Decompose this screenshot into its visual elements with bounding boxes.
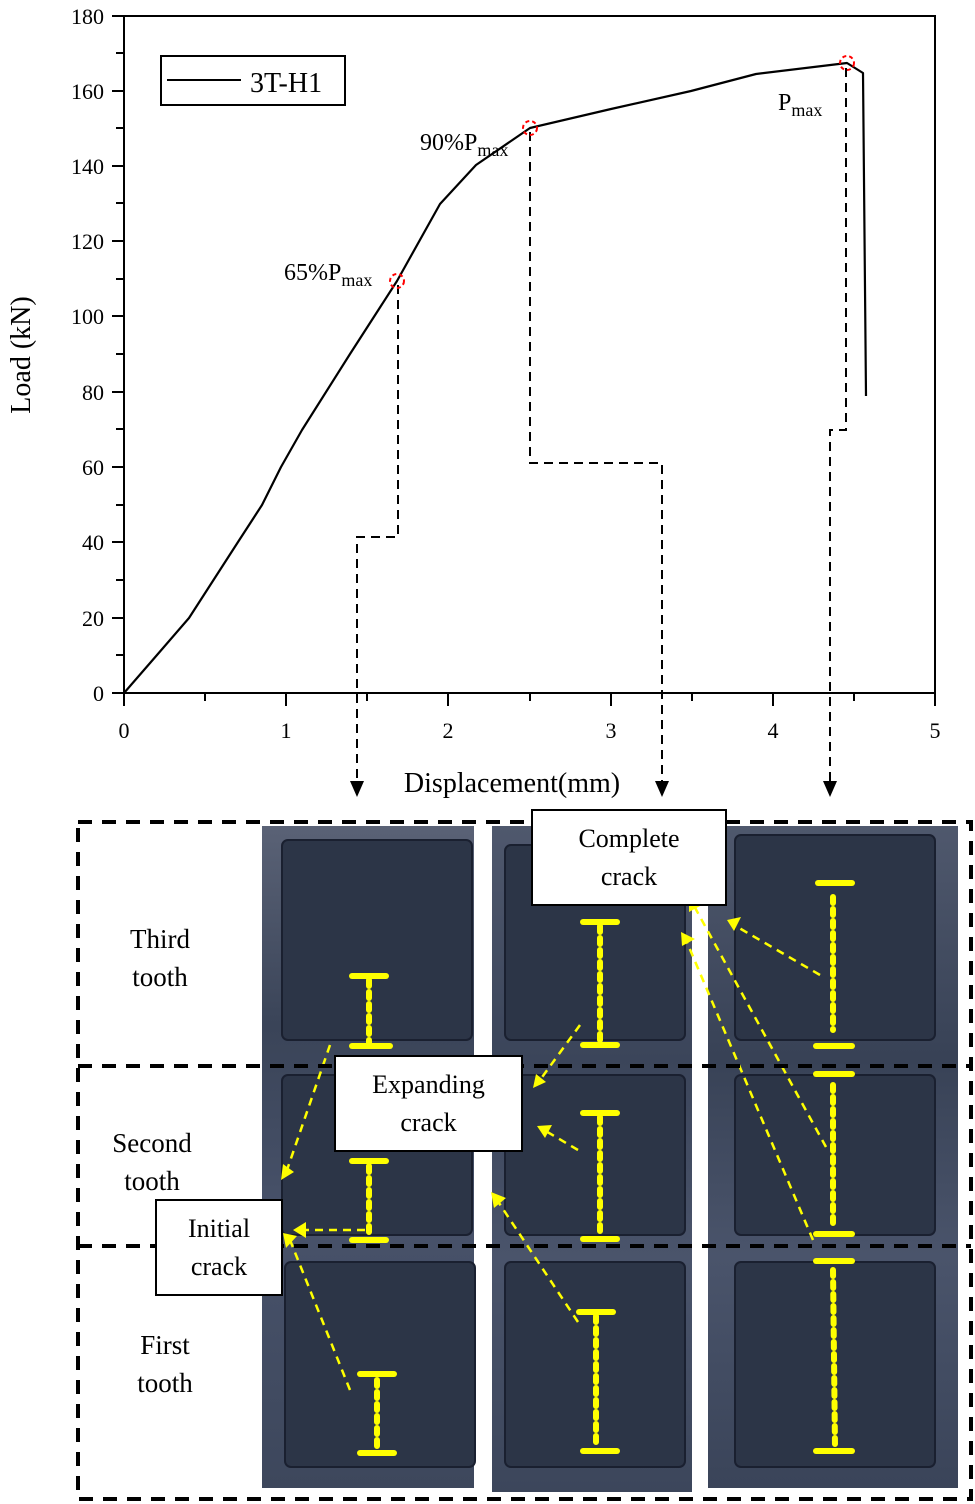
svg-text:160: 160 — [71, 79, 104, 104]
x-tick-labels: 0 1 2 3 4 5 — [119, 718, 941, 743]
leader-lines — [356, 68, 847, 782]
svg-text:100: 100 — [71, 304, 104, 329]
svg-text:4: 4 — [768, 718, 779, 743]
svg-text:120: 120 — [71, 229, 104, 254]
photo-stage-complete — [708, 826, 958, 1488]
arrow-down-icon — [823, 781, 837, 797]
svg-text:60: 60 — [82, 455, 104, 480]
marker-pmax — [839, 55, 855, 71]
svg-text:0: 0 — [119, 718, 130, 743]
callout-complete-crack: Complete crack — [531, 809, 727, 906]
leader-pmax — [829, 68, 847, 782]
y-axis-ticks — [112, 15, 124, 694]
row-label-first-tooth: First tooth — [137, 1330, 193, 1398]
svg-text:5: 5 — [930, 718, 941, 743]
arrow-down-icon — [655, 781, 669, 797]
row-label-second-tooth: Second tooth — [112, 1128, 192, 1196]
photo-stage-expanding — [492, 826, 692, 1492]
legend-label: 3T-H1 — [250, 68, 322, 99]
svg-text:180: 180 — [71, 4, 104, 29]
callout-initial-crack: Initial crack — [155, 1199, 283, 1296]
callout-expanding-crack: Expanding crack — [334, 1055, 523, 1152]
x-axis-ticks — [123, 693, 936, 706]
annotation-90pct: 90%Pmax — [420, 130, 508, 160]
annotation-65pct: 65%Pmax — [284, 260, 372, 290]
marker-90pct — [522, 120, 538, 136]
legend: 3T-H1 — [160, 55, 346, 106]
x-axis-title: Displacement(mm) — [404, 768, 620, 799]
curve-3T-H1 — [123, 61, 868, 694]
svg-text:80: 80 — [82, 380, 104, 405]
svg-text:1: 1 — [281, 718, 292, 743]
svg-text:20: 20 — [82, 606, 104, 631]
annotation-pmax: Pmax — [778, 90, 822, 120]
svg-text:2: 2 — [443, 718, 454, 743]
leader-65pct — [356, 285, 399, 782]
svg-text:0: 0 — [93, 681, 104, 706]
svg-text:40: 40 — [82, 530, 104, 555]
row-label-third-tooth: Third tooth — [130, 924, 190, 992]
arrow-down-icon — [350, 781, 364, 797]
svg-text:140: 140 — [71, 154, 104, 179]
y-axis-title: Load (kN) — [6, 296, 37, 413]
marker-65pct — [389, 273, 405, 289]
key-point-markers — [389, 55, 855, 289]
load-displacement-chart: 0 20 40 60 80 100 120 140 160 180 0 1 2 … — [6, 4, 941, 799]
leader-arrowheads — [350, 781, 837, 797]
leader-90pct — [529, 132, 663, 782]
photo-stage-initial — [262, 826, 474, 1488]
svg-text:3: 3 — [606, 718, 617, 743]
y-tick-labels: 0 20 40 60 80 100 120 140 160 180 — [71, 4, 104, 706]
